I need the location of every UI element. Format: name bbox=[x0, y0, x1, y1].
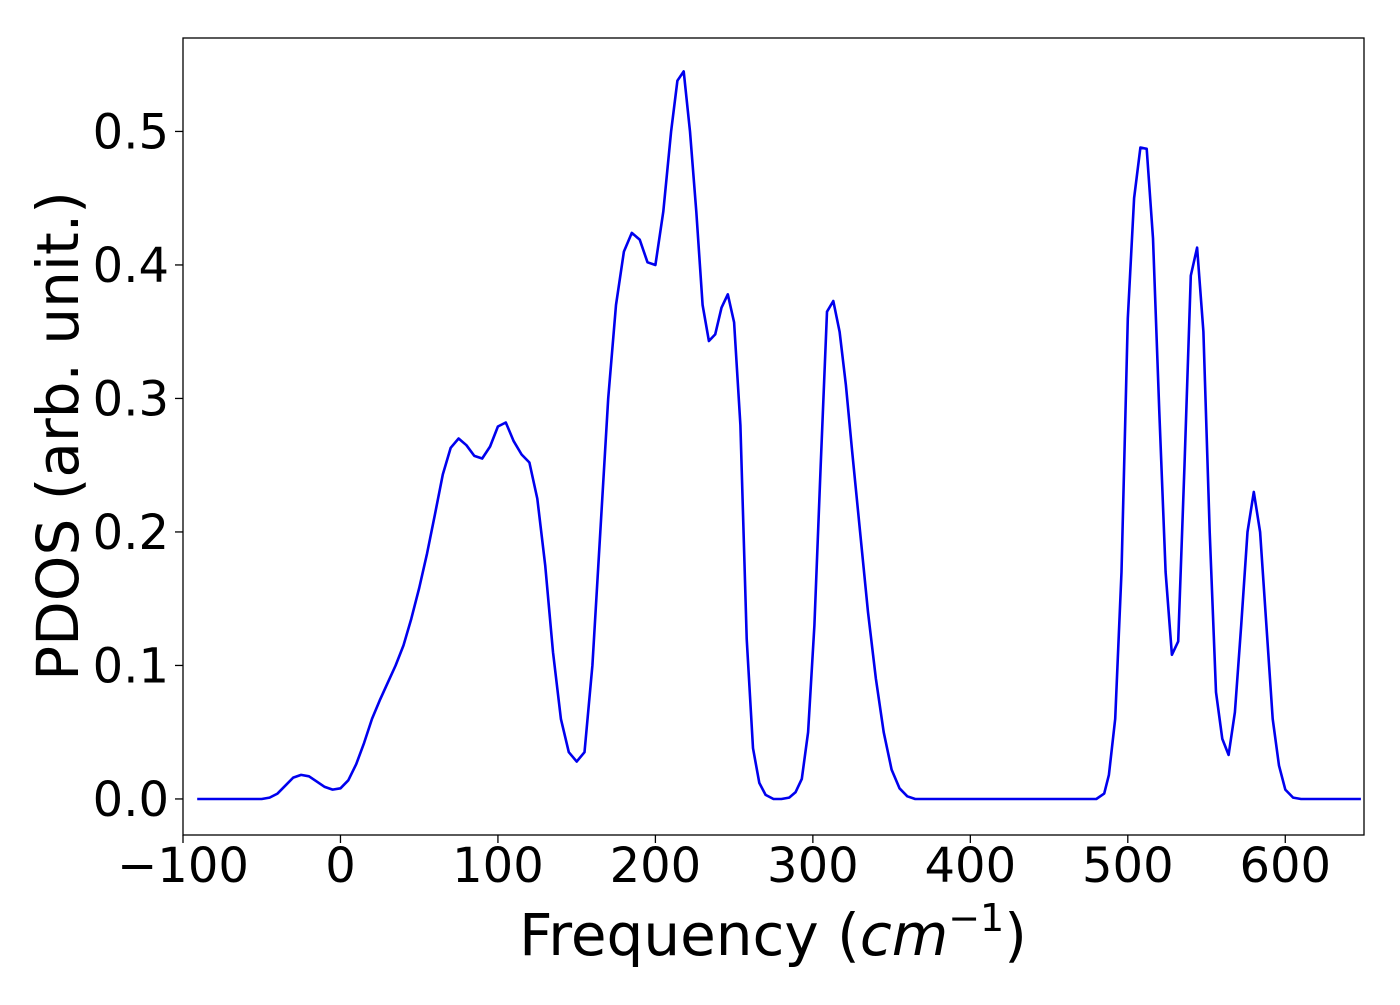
y-tick-label: 0.0 bbox=[93, 772, 169, 828]
y-tick-label: 0.1 bbox=[93, 638, 169, 694]
x-tick-label: 600 bbox=[1239, 838, 1331, 894]
x-axis-ticks: −100 0 100 200 300 400 500 600 bbox=[117, 835, 1331, 894]
x-tick-label: −100 bbox=[117, 838, 249, 894]
y-tick-label: 0.3 bbox=[93, 371, 169, 427]
x-axis-label-unit-exponent: −1 bbox=[948, 896, 1004, 940]
y-axis-ticks: 0.0 0.1 0.2 0.3 0.4 0.5 bbox=[93, 104, 183, 828]
pdos-series-line bbox=[197, 70, 1361, 801]
y-tick-label: 0.4 bbox=[93, 238, 169, 294]
y-axis-label: PDOS (arb. unit.) bbox=[24, 191, 92, 681]
x-axis-label-unit: cm bbox=[860, 901, 948, 969]
x-tick-label: 500 bbox=[1082, 838, 1174, 894]
x-axis-label: Frequency (cm−1) bbox=[519, 896, 1027, 969]
x-tick-label: 0 bbox=[325, 838, 356, 894]
x-tick-label: 300 bbox=[767, 838, 859, 894]
x-tick-label: 200 bbox=[610, 838, 702, 894]
x-axis-label-close: ) bbox=[1004, 901, 1027, 969]
x-axis-label-text: Frequency bbox=[519, 901, 819, 969]
y-tick-label: 0.5 bbox=[93, 104, 169, 160]
x-tick-label: 100 bbox=[452, 838, 544, 894]
plot-area bbox=[182, 37, 1365, 836]
y-tick-label: 0.2 bbox=[93, 505, 169, 561]
x-tick-label: 400 bbox=[925, 838, 1017, 894]
